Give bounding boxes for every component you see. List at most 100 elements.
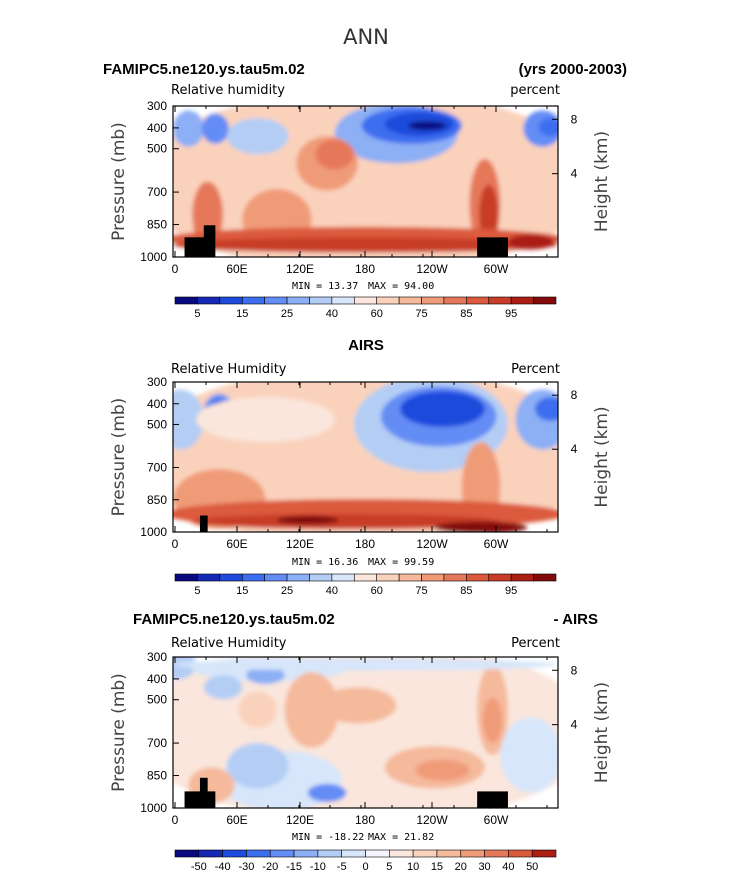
x-tick-label: 0 — [172, 537, 179, 551]
topography-mask — [199, 515, 208, 532]
colorbar-swatch — [174, 849, 200, 858]
colorbar-swatch — [197, 573, 221, 582]
colorbar-label: 40 — [326, 308, 338, 320]
y-tick-label: 500 — [147, 417, 167, 431]
y-tick-label: 700 — [147, 461, 167, 475]
chart-panel-2: AIRS Relative Humidity Percent 0 60E 120E 180 1… — [109, 337, 612, 597]
colorbar-swatch — [264, 296, 288, 305]
contour-region — [238, 691, 277, 728]
x-tick-label: 0 — [172, 262, 179, 276]
x-tick-label: 120W — [416, 813, 448, 827]
colorbar-swatch — [309, 573, 333, 582]
x-tick-label: 120W — [416, 262, 448, 276]
colorbar-label: 30 — [478, 861, 490, 873]
colorbar-swatch — [197, 296, 221, 305]
contour-region — [500, 717, 558, 793]
chart-title: FAMIPC5.ne120.ys.tau5m.02 — [133, 611, 335, 628]
y-right-tick-label: 4 — [571, 718, 578, 732]
colorbar-label: 85 — [460, 585, 472, 597]
colorbar-swatch — [533, 573, 557, 582]
colorbar-label: 50 — [526, 861, 538, 873]
topography-mask — [477, 791, 508, 808]
contour-region — [173, 658, 558, 671]
topography-mask — [199, 777, 208, 808]
units-label: Percent — [511, 362, 560, 377]
contour-region — [307, 783, 347, 802]
colorbar-swatch — [219, 573, 243, 582]
topography-mask — [477, 237, 508, 257]
contour-region — [482, 697, 503, 744]
x-tick-label: 120W — [416, 537, 448, 551]
colorbar-swatch — [436, 849, 462, 858]
stat-min: MIN = 13.37 — [292, 281, 358, 292]
colorbar-label: -40 — [215, 861, 231, 873]
colorbar-label: -20 — [262, 861, 278, 873]
contour-region — [246, 666, 285, 685]
colorbar: 5 15 25 40 60 75 85 95 — [174, 573, 557, 597]
colorbar-swatch — [174, 296, 198, 305]
colorbar-swatch — [353, 573, 378, 582]
colorbar-swatch — [533, 296, 557, 305]
colorbar-swatch — [484, 849, 509, 858]
y-right-tick-label: 8 — [571, 112, 578, 126]
colorbar-label: 40 — [502, 861, 514, 873]
contour-region — [434, 521, 528, 532]
colorbar-swatch — [466, 573, 490, 582]
contour-region — [515, 389, 558, 450]
colorbar-label: -15 — [286, 861, 302, 873]
colorbar-swatch — [241, 573, 265, 582]
colorbar-swatch — [488, 573, 512, 582]
colorbar-swatch — [389, 849, 414, 858]
colorbar-swatch — [376, 296, 400, 305]
colorbar-swatch — [269, 849, 295, 858]
x-tick-label: 0 — [172, 813, 179, 827]
topography-mask — [196, 237, 208, 257]
y-tick-label: 500 — [147, 693, 167, 707]
y-tick-label: 850 — [147, 769, 167, 783]
y-right-tick-label: 4 — [571, 442, 578, 456]
colorbar-swatch — [508, 849, 533, 858]
colorbar-swatch — [443, 296, 467, 305]
y-tick-label: 400 — [147, 397, 167, 411]
contour-region — [196, 397, 335, 442]
y-axis-label: Pressure (mb) — [109, 673, 129, 792]
stat-max: MAX = 21.82 — [368, 832, 434, 843]
colorbar-label: 15 — [236, 585, 248, 597]
colorbar-label: 95 — [505, 585, 517, 597]
x-tick-label: 180 — [355, 262, 375, 276]
y-axis-label: Pressure (mb) — [109, 122, 129, 241]
contour-field — [173, 106, 558, 257]
contour-region — [315, 139, 354, 170]
y-tick-label: 300 — [147, 650, 167, 664]
y-tick-label: 400 — [147, 121, 167, 135]
colorbar-label: 5 — [386, 861, 392, 873]
chart-title: AIRS — [348, 337, 384, 354]
stat-max: MAX = 99.59 — [368, 557, 434, 568]
stat-max: MAX = 94.00 — [368, 281, 434, 292]
contour-region — [319, 687, 397, 724]
stat-min: MIN = 16.36 — [292, 557, 358, 568]
colorbar-label: -50 — [191, 861, 207, 873]
y-tick-label: 300 — [147, 375, 167, 389]
colorbar-label: 75 — [415, 308, 427, 320]
colorbar-swatch — [198, 849, 223, 858]
y-tick-label: 1000 — [140, 525, 167, 539]
colorbar-swatch — [222, 849, 247, 858]
variable-label: Relative Humidity — [171, 362, 287, 377]
variable-label: Relative Humidity — [171, 636, 287, 651]
x-tick-label: 120E — [286, 813, 314, 827]
contour-region — [407, 121, 447, 131]
colorbar-swatch — [341, 849, 366, 858]
contour-region — [173, 389, 204, 450]
colorbar-swatch — [421, 573, 445, 582]
y-right-tick-label: 8 — [571, 663, 578, 677]
colorbar-swatch — [293, 849, 319, 858]
units-label: Percent — [511, 636, 560, 651]
x-tick-label: 60W — [484, 262, 509, 276]
colorbar-label: 25 — [281, 308, 293, 320]
colorbar-swatch — [510, 573, 534, 582]
chart-title: FAMIPC5.ne120.ys.tau5m.02 — [103, 61, 305, 78]
contour-region — [226, 743, 289, 789]
colorbar-swatch — [331, 573, 355, 582]
colorbar-swatch — [398, 573, 422, 582]
